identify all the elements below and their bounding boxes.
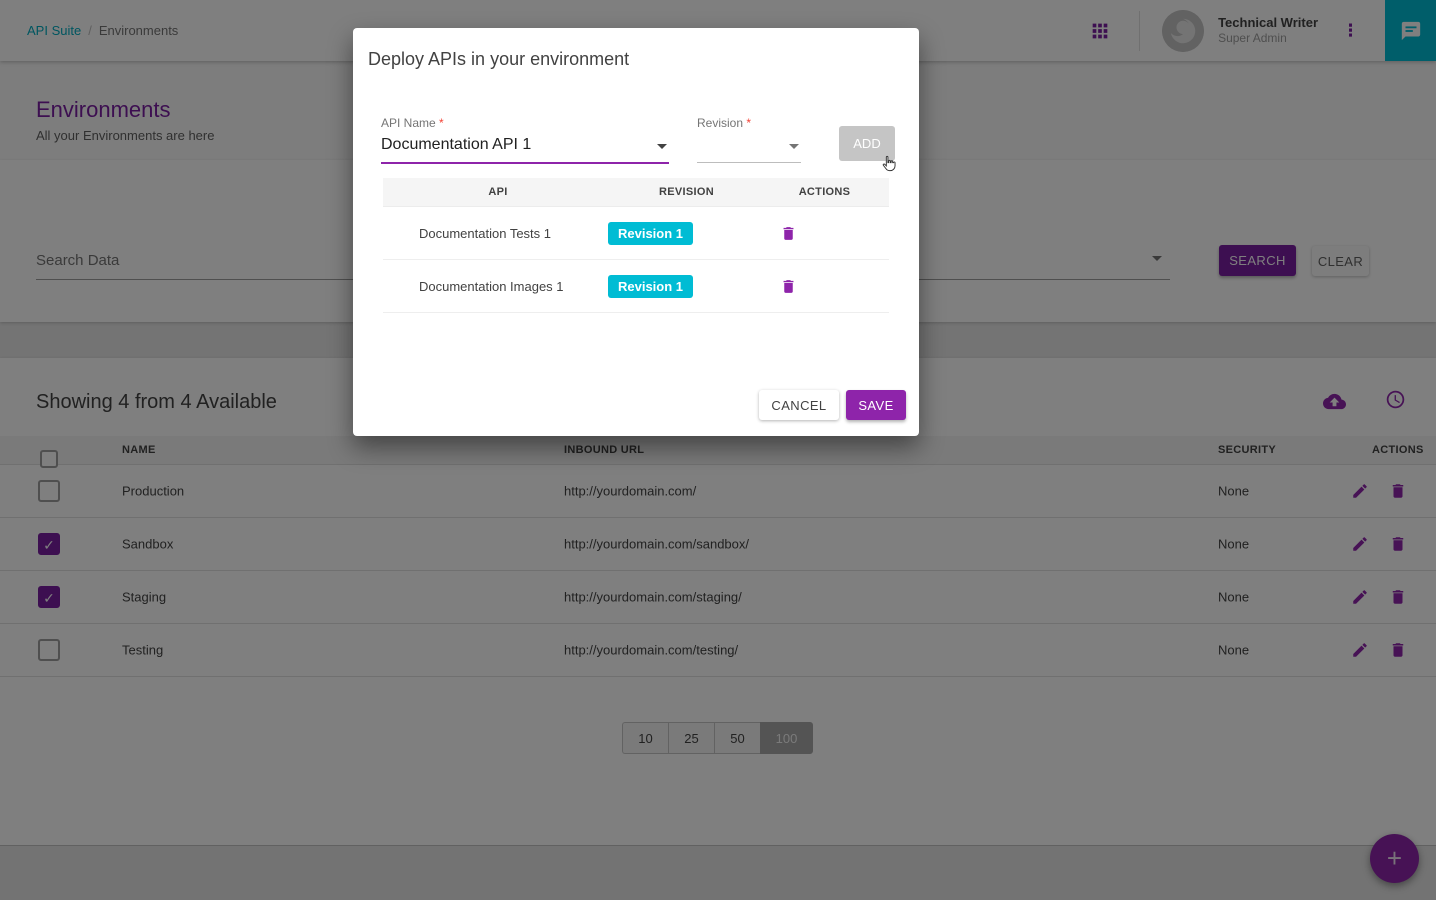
deployment-api-name: Documentation Tests 1 <box>419 225 551 241</box>
revision-badge: Revision 1 <box>607 274 694 298</box>
deployment-api-name: Documentation Images 1 <box>419 278 564 294</box>
api-name-underline <box>381 162 669 164</box>
column-header-api: API <box>488 186 508 198</box>
dialog-title: Deploy APIs in your environment <box>368 49 630 69</box>
api-name-value[interactable]: Documentation API 1 <box>381 136 532 153</box>
deployments-header-row: API REVISION ACTIONS <box>383 178 889 207</box>
required-asterisk: * <box>439 116 444 130</box>
delete-trash-icon[interactable] <box>780 225 797 242</box>
save-button[interactable]: SAVE <box>846 390 906 420</box>
revision-underline <box>697 162 801 163</box>
revision-label-text: Revision <box>697 116 744 130</box>
deployment-row: Documentation Images 1 Revision 1 <box>383 260 889 313</box>
deploy-apis-dialog: Deploy APIs in your environment API Name… <box>353 28 919 436</box>
revision-badge: Revision 1 <box>607 221 694 245</box>
revision-label: Revision * <box>697 116 801 130</box>
dialog-actions: CANCEL SAVE <box>759 390 906 420</box>
cancel-button[interactable]: CANCEL <box>759 390 839 420</box>
chevron-down-icon[interactable] <box>789 144 799 149</box>
revision-value[interactable] <box>697 136 801 160</box>
delete-trash-icon[interactable] <box>780 278 797 295</box>
column-header-actions: ACTIONS <box>798 186 851 198</box>
chevron-down-icon[interactable] <box>657 144 667 149</box>
required-asterisk: * <box>746 116 752 130</box>
add-button-disabled[interactable]: ADD <box>839 126 895 161</box>
api-name-select[interactable]: API Name * Documentation API 1 <box>381 116 669 164</box>
deployments-table: API REVISION ACTIONS Documentation Tests… <box>383 178 889 313</box>
api-name-label-text: API Name <box>381 116 436 130</box>
api-name-label: API Name * <box>381 116 669 130</box>
deployment-row: Documentation Tests 1 Revision 1 <box>383 207 889 260</box>
revision-select[interactable]: Revision * <box>697 116 801 163</box>
column-header-revision: REVISION <box>659 186 714 198</box>
